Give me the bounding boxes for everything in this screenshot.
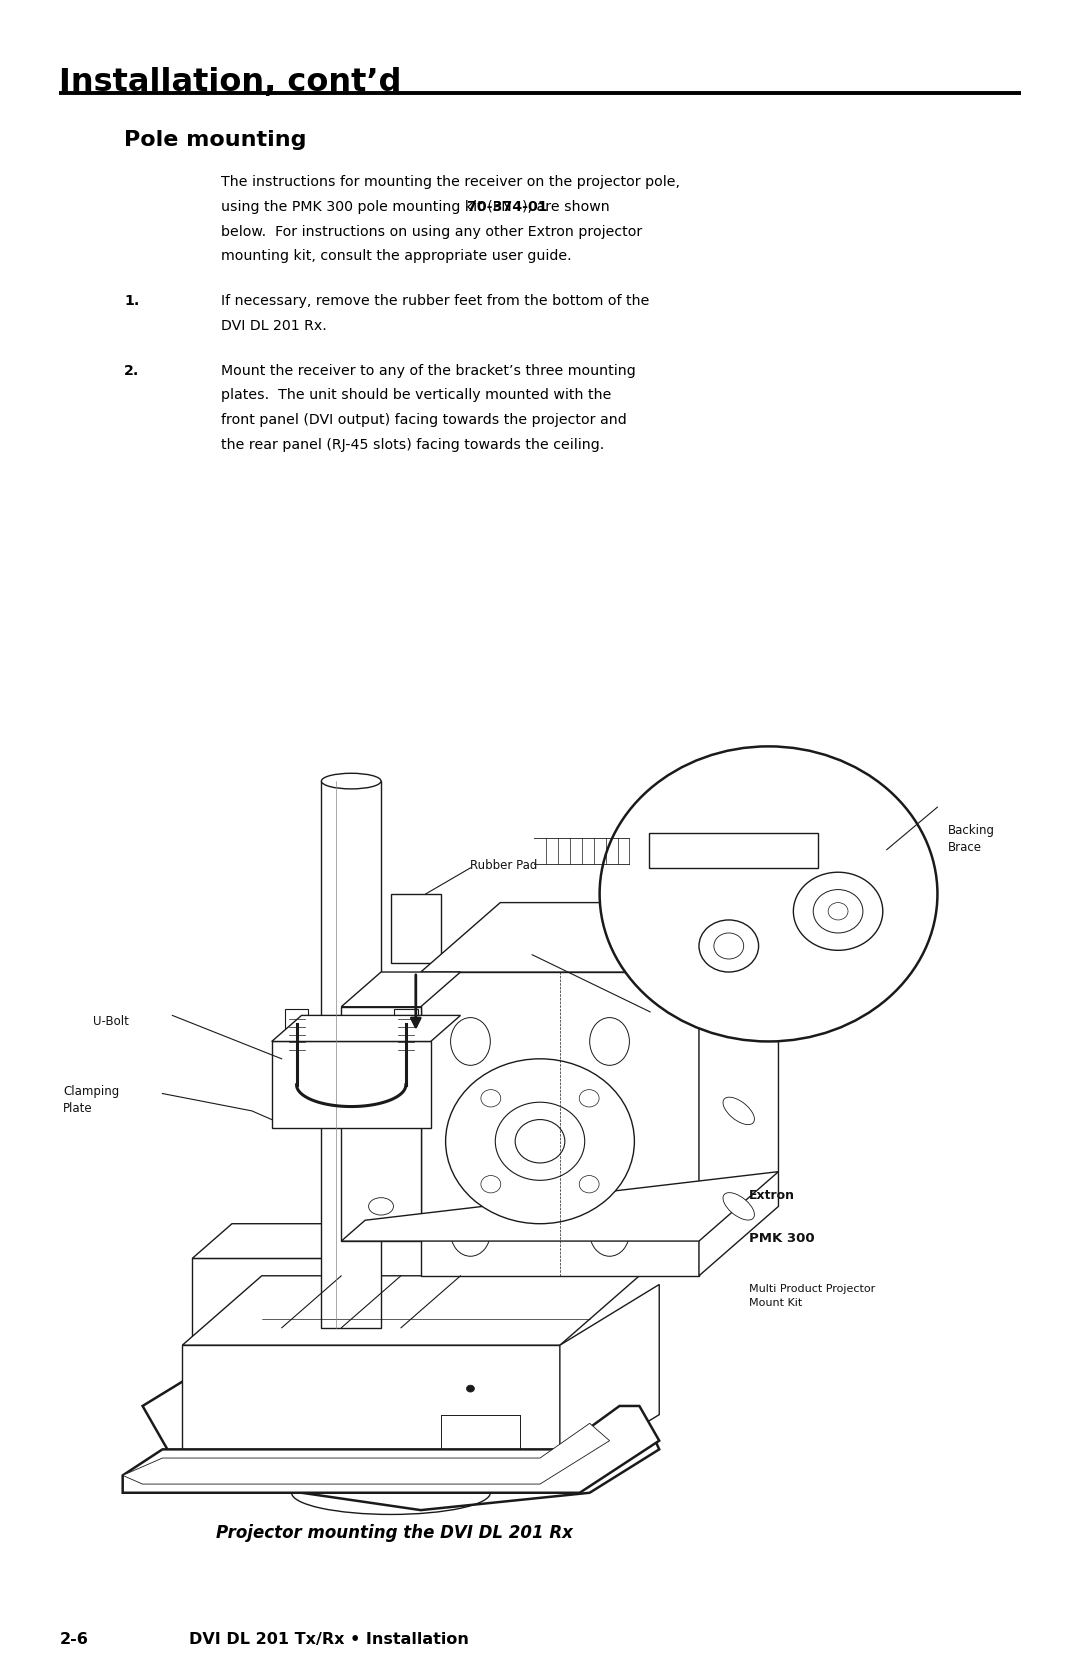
Circle shape (828, 903, 848, 920)
Circle shape (515, 1120, 565, 1163)
Text: Projector mounting the DVI DL 201 Rx: Projector mounting the DVI DL 201 Rx (216, 1524, 572, 1542)
Text: The instructions for mounting the receiver on the projector pole,: The instructions for mounting the receiv… (221, 175, 680, 189)
Circle shape (467, 1385, 474, 1392)
Polygon shape (192, 1223, 372, 1258)
Text: using the PMK 300 pole mounting kit (PN: using the PMK 300 pole mounting kit (PN (221, 200, 516, 214)
Ellipse shape (590, 1208, 630, 1257)
FancyBboxPatch shape (285, 1010, 309, 1028)
Text: the rear panel (RJ-45 slots) facing towards the ceiling.: the rear panel (RJ-45 slots) facing towa… (221, 437, 605, 452)
Polygon shape (322, 781, 381, 1329)
Text: Clamping
Plate: Clamping Plate (63, 1085, 119, 1115)
Ellipse shape (590, 1018, 630, 1065)
Polygon shape (421, 971, 699, 1275)
Text: 2-6: 2-6 (59, 1632, 89, 1647)
Circle shape (579, 1175, 599, 1193)
Polygon shape (341, 1006, 421, 1242)
Ellipse shape (723, 1097, 755, 1125)
Polygon shape (192, 1258, 332, 1432)
Ellipse shape (368, 1198, 393, 1215)
Circle shape (446, 1058, 634, 1223)
Ellipse shape (322, 773, 381, 789)
Polygon shape (272, 1015, 460, 1041)
Polygon shape (649, 833, 819, 868)
Polygon shape (123, 1424, 609, 1484)
Circle shape (579, 1090, 599, 1107)
Circle shape (481, 1175, 501, 1193)
Text: Installation, cont’d: Installation, cont’d (59, 67, 402, 98)
Polygon shape (123, 1405, 659, 1492)
Circle shape (699, 920, 758, 971)
Text: Multi Product Projector
Mount Kit: Multi Product Projector Mount Kit (748, 1285, 875, 1308)
Circle shape (813, 890, 863, 933)
Circle shape (481, 1090, 501, 1107)
Text: DVI DL 201 Tx/Rx • Installation: DVI DL 201 Tx/Rx • Installation (189, 1632, 469, 1647)
Text: 1.: 1. (124, 294, 139, 309)
Text: mounting kit, consult the appropriate user guide.: mounting kit, consult the appropriate us… (221, 249, 572, 264)
Text: ), are shown: ), are shown (522, 200, 610, 214)
Polygon shape (341, 1172, 779, 1242)
Text: Pole mounting: Pole mounting (124, 130, 307, 150)
Ellipse shape (590, 1113, 630, 1162)
Circle shape (714, 933, 744, 960)
Text: DVI DL 201 Rx.: DVI DL 201 Rx. (221, 319, 327, 332)
Text: PMK 300: PMK 300 (748, 1232, 814, 1245)
Text: Extron: Extron (748, 1188, 795, 1202)
Polygon shape (143, 1329, 659, 1510)
Polygon shape (341, 971, 460, 1006)
Polygon shape (272, 1041, 431, 1128)
Polygon shape (332, 1223, 372, 1432)
Text: plates.  The unit should be vertically mounted with the: plates. The unit should be vertically mo… (221, 389, 611, 402)
Polygon shape (183, 1275, 639, 1345)
Ellipse shape (723, 1193, 755, 1220)
Text: front panel (DVI output) facing towards the projector and: front panel (DVI output) facing towards … (221, 412, 627, 427)
Ellipse shape (450, 1113, 490, 1162)
FancyBboxPatch shape (391, 895, 441, 963)
Ellipse shape (368, 1025, 393, 1041)
Text: If necessary, remove the rubber feet from the bottom of the: If necessary, remove the rubber feet fro… (221, 294, 650, 309)
Text: Mount the receiver to any of the bracket’s three mounting: Mount the receiver to any of the bracket… (221, 364, 636, 377)
Text: Rubber Pad: Rubber Pad (471, 860, 538, 873)
Polygon shape (699, 903, 779, 1275)
Ellipse shape (450, 1018, 490, 1065)
Polygon shape (421, 903, 779, 971)
Text: Backing
Brace: Backing Brace (947, 824, 995, 855)
Text: below.  For instructions on using any other Extron projector: below. For instructions on using any oth… (221, 225, 643, 239)
Ellipse shape (723, 1001, 755, 1030)
Circle shape (794, 873, 882, 950)
FancyBboxPatch shape (394, 1010, 418, 1028)
Text: 2.: 2. (124, 364, 139, 377)
Ellipse shape (368, 1112, 393, 1128)
Polygon shape (559, 1285, 659, 1475)
Circle shape (496, 1102, 584, 1180)
Text: 70-374-01: 70-374-01 (467, 200, 548, 214)
Text: U-Bolt: U-Bolt (93, 1015, 129, 1028)
Ellipse shape (450, 1208, 490, 1257)
Polygon shape (183, 1345, 559, 1475)
Circle shape (599, 746, 937, 1041)
